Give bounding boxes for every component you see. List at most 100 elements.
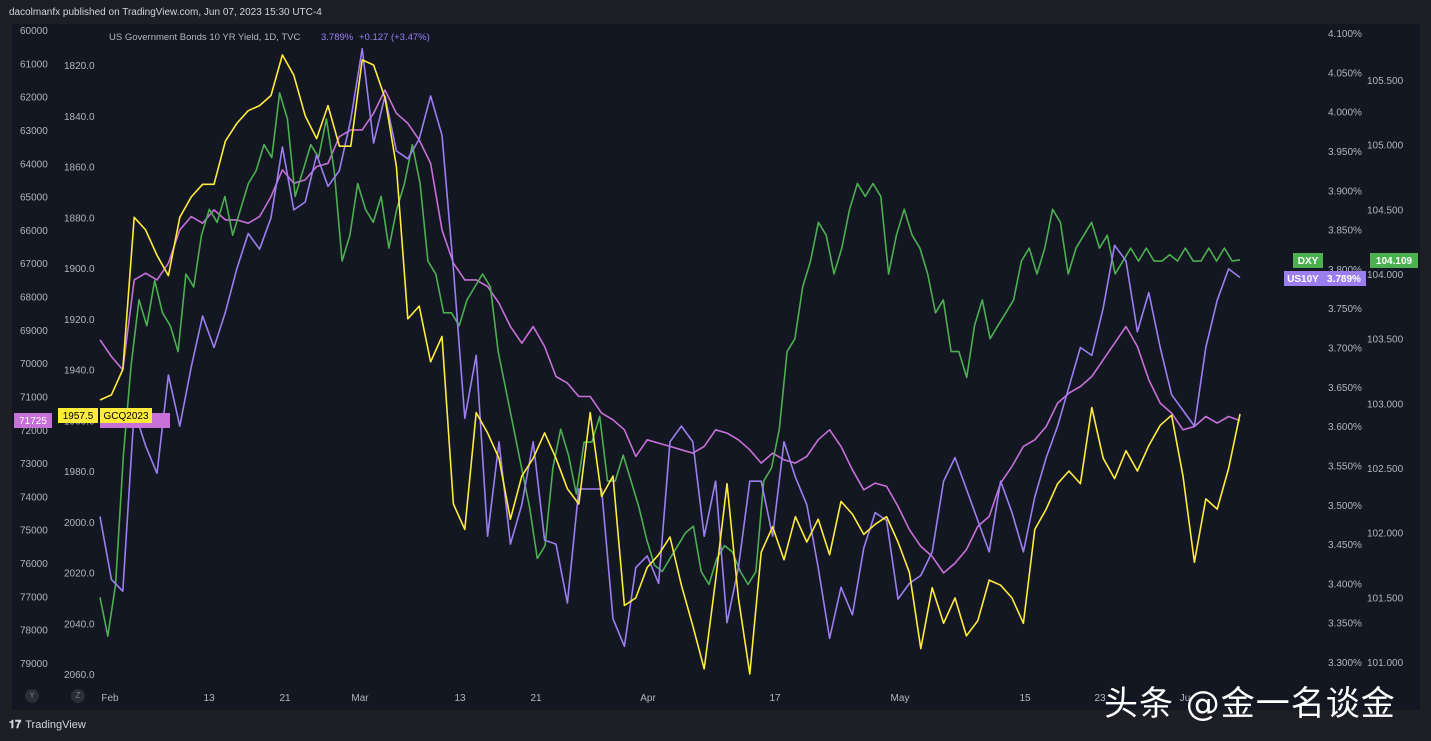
nav-z-button[interactable]: Z <box>71 689 85 703</box>
btc-axis-tick: 75000 <box>20 526 48 537</box>
yield-axis-tick: 3.600% <box>1328 422 1362 433</box>
series-line-dxy <box>99 92 1241 637</box>
x-axis-tick: 15 <box>1019 693 1031 704</box>
btc-axis-tick: 72000 <box>20 426 48 437</box>
yield-axis-tick: 3.750% <box>1328 304 1362 315</box>
btc-axis-tick: 67000 <box>20 259 48 270</box>
yield-axis-tick: 3.550% <box>1328 461 1362 472</box>
yield-axis-tick: 4.000% <box>1328 108 1362 119</box>
gold-axis-tick: 1860.0 <box>64 163 95 174</box>
top-bar: dacolmanfx published on TradingView.com,… <box>0 0 1431 24</box>
gold-value-tag <box>58 408 98 423</box>
gold-value-tag-text: 1957.5 <box>63 411 94 422</box>
x-axis-tick: 23 <box>1094 693 1106 704</box>
legend-value: 3.789% <box>321 32 354 43</box>
x-axis-tick: 13 <box>454 693 466 704</box>
yield-axis-tick: 3.800% <box>1328 265 1362 276</box>
yield-axis-tick: 3.400% <box>1328 579 1362 590</box>
x-axis-tick: 13 <box>203 693 215 704</box>
gold-axis-tick: 1940.0 <box>64 366 95 377</box>
btc-axis-tick: 73000 <box>20 459 48 470</box>
dxy-axis-tick: 102.000 <box>1367 529 1404 540</box>
nav-y-button[interactable]: Y <box>25 689 39 703</box>
yield-axis-tick: 3.900% <box>1328 186 1362 197</box>
dxy-axis-tick: 101.500 <box>1367 593 1404 604</box>
yield-axis-tick: 3.650% <box>1328 383 1362 394</box>
yield-axis-tick: 3.350% <box>1328 619 1362 630</box>
gold-name-tag-text: GCQ2023 <box>103 411 148 422</box>
dxy-axis-tick: 103.000 <box>1367 399 1404 410</box>
x-axis-tick: May <box>891 693 910 704</box>
btc-axis-tick: 70000 <box>20 359 48 370</box>
btc-axis-tick: 79000 <box>20 659 48 670</box>
btc-value-tag <box>14 413 52 428</box>
dxy-value-tag-text: 104.109 <box>1376 256 1413 267</box>
gold-axis-tick: 1880.0 <box>64 213 95 224</box>
legend-change: +0.127 (+3.47%) <box>359 32 430 43</box>
x-axis-tick: 21 <box>530 693 542 704</box>
btc-axis-tick: 65000 <box>20 193 48 204</box>
plot-area <box>12 24 1420 710</box>
gold-axis-tick: 2060.0 <box>64 670 95 681</box>
dxy-axis-tick: 104.500 <box>1367 205 1404 216</box>
us10y-name-tag-text: US10Y <box>1287 274 1319 285</box>
us10y-value-tag <box>1322 271 1366 286</box>
x-axis-tick: Feb <box>101 693 119 704</box>
yield-axis-tick: 3.700% <box>1328 344 1362 355</box>
tradingview-logo[interactable]: 𝟏𝟕 TradingView <box>9 719 86 732</box>
dxy-axis-tick: 105.000 <box>1367 141 1404 152</box>
yield-axis-tick: 4.100% <box>1328 29 1362 40</box>
gold-axis-tick: 1900.0 <box>64 264 95 275</box>
btc-axis-tick: 62000 <box>20 93 48 104</box>
btc-axis-tick: 60000 <box>20 26 48 37</box>
yield-axis-tick: 3.500% <box>1328 501 1362 512</box>
x-axis-tick: 17 <box>769 693 781 704</box>
series-line-btcusd <box>99 89 1241 574</box>
dxy-name-tag-text: DXY <box>1298 256 1319 267</box>
btc-axis-tick: 77000 <box>20 592 48 603</box>
btc-value-tag-text: 71725 <box>19 416 47 427</box>
dxy-axis-tick: 101.000 <box>1367 658 1404 669</box>
gold-axis-tick: 2000.0 <box>64 518 95 529</box>
legend-title: US Government Bonds 10 YR Yield, 1D, TVC <box>109 32 300 43</box>
gold-axis-tick: 1980.0 <box>64 467 95 478</box>
dxy-axis-tick: 102.500 <box>1367 464 1404 475</box>
gold-axis-tick: 1820.0 <box>64 61 95 72</box>
x-axis-tick: Mar <box>351 693 369 704</box>
btc-axis-tick: 68000 <box>20 293 48 304</box>
gold-axis-tick: 2040.0 <box>64 619 95 630</box>
watermark-text: 头条 @金一名谈金 <box>1104 684 1396 724</box>
btc-axis-tick: 64000 <box>20 159 48 170</box>
dxy-axis-tick: 103.500 <box>1367 335 1404 346</box>
btc-axis-tick: 66000 <box>20 226 48 237</box>
btc-axis-tick: 63000 <box>20 126 48 137</box>
btc-axis-tick: 76000 <box>20 559 48 570</box>
btc-axis-tick: 71000 <box>20 392 48 403</box>
us10y-value-tag-text: 3.789% <box>1327 274 1361 285</box>
dxy-value-tag <box>1370 253 1418 268</box>
dxy-axis-tick: 105.500 <box>1367 76 1404 87</box>
btc-axis-tick: 61000 <box>20 59 48 70</box>
dxy-name-tag <box>1293 253 1323 268</box>
dxy-axis-tick: 104.000 <box>1367 270 1404 281</box>
tradingview-logo-icon: 𝟏𝟕 <box>9 719 22 731</box>
btc-axis-tick: 74000 <box>20 492 48 503</box>
gold-axis-tick: 1920.0 <box>64 315 95 326</box>
gold-axis-tick: 2020.0 <box>64 569 95 580</box>
gold-name-tag <box>100 408 152 423</box>
footer-bar <box>0 710 1431 741</box>
yield-axis-tick: 3.850% <box>1328 226 1362 237</box>
tradingview-brand: TradingView <box>25 719 86 731</box>
series-line-gcq2023 <box>99 54 1241 675</box>
x-axis-tick: 21 <box>279 693 291 704</box>
series-line-us10y <box>99 47 1241 648</box>
yield-axis-tick: 3.450% <box>1328 540 1362 551</box>
yield-axis-tick: 4.050% <box>1328 68 1362 79</box>
btc-axis-tick: 78000 <box>20 626 48 637</box>
yield-axis-tick: 3.300% <box>1328 658 1362 669</box>
x-axis-tick: Apr <box>640 693 656 704</box>
yield-axis-tick: 3.950% <box>1328 147 1362 158</box>
x-axis-tick: Ju <box>1180 693 1191 704</box>
btc-axis-tick: 69000 <box>20 326 48 337</box>
